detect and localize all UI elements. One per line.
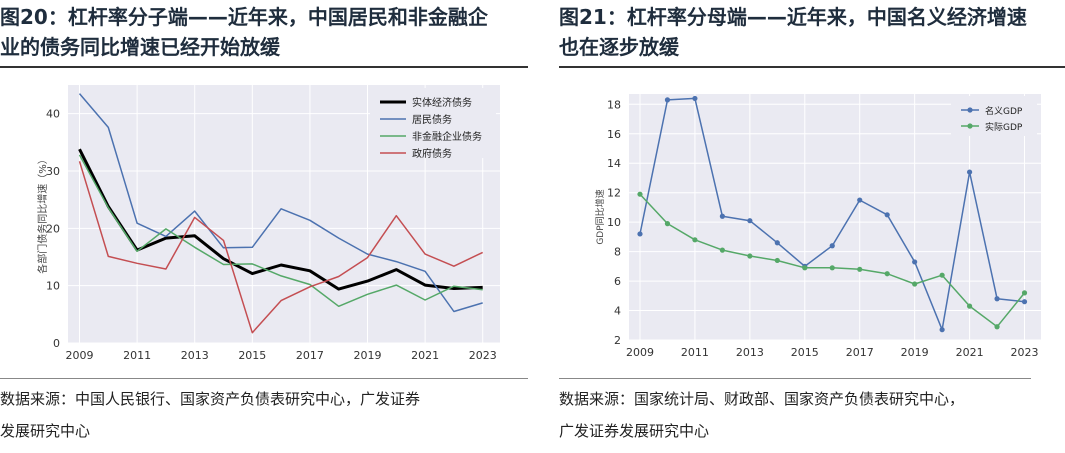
data-point [747, 253, 753, 259]
x-tick-label: 2011 [123, 349, 151, 362]
left-title-line1: 图20：杠杆率分子端——近年来，中国居民和非金融企 [0, 5, 488, 29]
data-point [912, 281, 918, 287]
data-point [994, 296, 1000, 302]
x-tick-label: 2023 [469, 349, 497, 362]
data-point [994, 324, 1000, 330]
right-source-line2: 广发证券发展研究中心 [559, 422, 710, 440]
y-tick-label: 18 [607, 98, 621, 111]
y-tick-label: 4 [614, 305, 621, 318]
data-point [829, 243, 835, 249]
x-tick-label: 2009 [66, 349, 94, 362]
x-tick-label: 2015 [238, 349, 266, 362]
left-source-rule [0, 378, 528, 379]
y-tick-label: 16 [607, 128, 621, 141]
x-tick-label: 2023 [1011, 346, 1039, 359]
left-source-line2: 发展研究中心 [0, 422, 91, 440]
y-tick-label: 14 [607, 157, 621, 170]
data-point [966, 303, 973, 309]
legend-box [951, 96, 1037, 136]
data-point [857, 197, 863, 203]
y-axis-label: 各部门债务同比增速（%） [36, 154, 49, 274]
data-point [747, 218, 753, 224]
y-tick-label: 6 [614, 275, 621, 288]
legend-label: 名义GDP [985, 105, 1023, 117]
legend-label: 实际GDP [985, 121, 1023, 133]
right-title-rule [559, 66, 1065, 68]
data-point [1021, 299, 1028, 305]
data-point [692, 237, 698, 243]
legend-box [370, 88, 496, 158]
left-chart: 2009 2011 2013 2015 2017 2019 2021 2023 0 10 20 30 4… [36, 85, 500, 362]
x-tick-label: 2021 [956, 346, 984, 359]
left-panel: 图20：杠杆率分子端——近年来，中国居民和非金融企 业的债务同比增速已经开始放缓… [0, 0, 528, 453]
y-tick-label: 0 [53, 337, 60, 350]
legend-label: 居民债务 [412, 113, 452, 126]
left-title-line2: 业的债务同比增速已经开始放缓 [0, 35, 280, 59]
data-point [939, 272, 945, 278]
data-point [829, 265, 835, 271]
right-title-line1: 图21：杠杆率分母端——近年来，中国名义经济增速 [559, 5, 1027, 29]
y-tick-label: 10 [607, 216, 621, 229]
y-tick-label: 8 [614, 246, 621, 259]
data-point [857, 266, 863, 272]
data-point [719, 247, 725, 253]
y-tick-label: 40 [46, 108, 60, 121]
left-source-line1: 数据来源：中国人民银行、国家资产负债表研究中心，广发证券 [0, 390, 421, 408]
data-point [664, 97, 671, 103]
data-point [774, 257, 780, 264]
right-panel: 图21：杠杆率分母端——近年来，中国名义经济增速 也在逐步放缓 2009 2011… [559, 0, 1065, 453]
data-point [939, 327, 945, 333]
x-tick-label: 2019 [354, 349, 382, 362]
right-chart: 2009 2011 2013 2015 2017 2019 2021 2023 2 4 6 8 10 12… [594, 94, 1041, 359]
legend-label: 非金融企业债务 [412, 130, 482, 143]
x-tick-label: 2017 [296, 349, 324, 362]
data-point [884, 212, 890, 218]
x-tick-label: 2013 [736, 346, 764, 359]
data-point [966, 169, 973, 175]
data-point [912, 259, 918, 265]
data-point [692, 95, 698, 102]
right-title-line2: 也在逐步放缓 [559, 35, 679, 59]
series-line [78, 148, 483, 291]
y-tick-label: 2 [614, 334, 621, 347]
x-tick-label: 2011 [681, 346, 709, 359]
data-point [719, 213, 725, 219]
data-point [637, 191, 643, 197]
x-tick-label: 2013 [181, 349, 209, 362]
x-tick-label: 2021 [411, 349, 439, 362]
y-tick-label: 12 [607, 187, 621, 200]
right-source-line1: 数据来源：国家统计局、财政部、国家资产负债表研究中心， [559, 390, 965, 408]
legend-label: 政府债务 [412, 147, 452, 160]
legend-marker [967, 123, 973, 129]
series-line [78, 93, 483, 313]
data-point [664, 221, 671, 227]
data-point [884, 271, 890, 277]
x-tick-label: 2017 [846, 346, 874, 359]
y-tick-label: 10 [46, 280, 60, 293]
right-source-rule [559, 378, 1031, 379]
y-tick-label: 30 [46, 165, 60, 178]
x-tick-label: 2019 [901, 346, 929, 359]
x-tick-label: 2009 [626, 346, 654, 359]
legend-marker [967, 107, 973, 113]
data-point [774, 240, 780, 246]
x-tick-label: 2015 [791, 346, 819, 359]
y-tick-label: 20 [46, 222, 60, 235]
series-line [78, 161, 484, 334]
legend-label: 实体经济债务 [412, 96, 472, 109]
data-point [1021, 290, 1028, 296]
y-axis-label: GDP同比增速 [594, 189, 606, 244]
series-line [78, 154, 483, 308]
left-title-rule [0, 66, 528, 68]
data-point [637, 231, 643, 237]
data-point [802, 265, 808, 271]
